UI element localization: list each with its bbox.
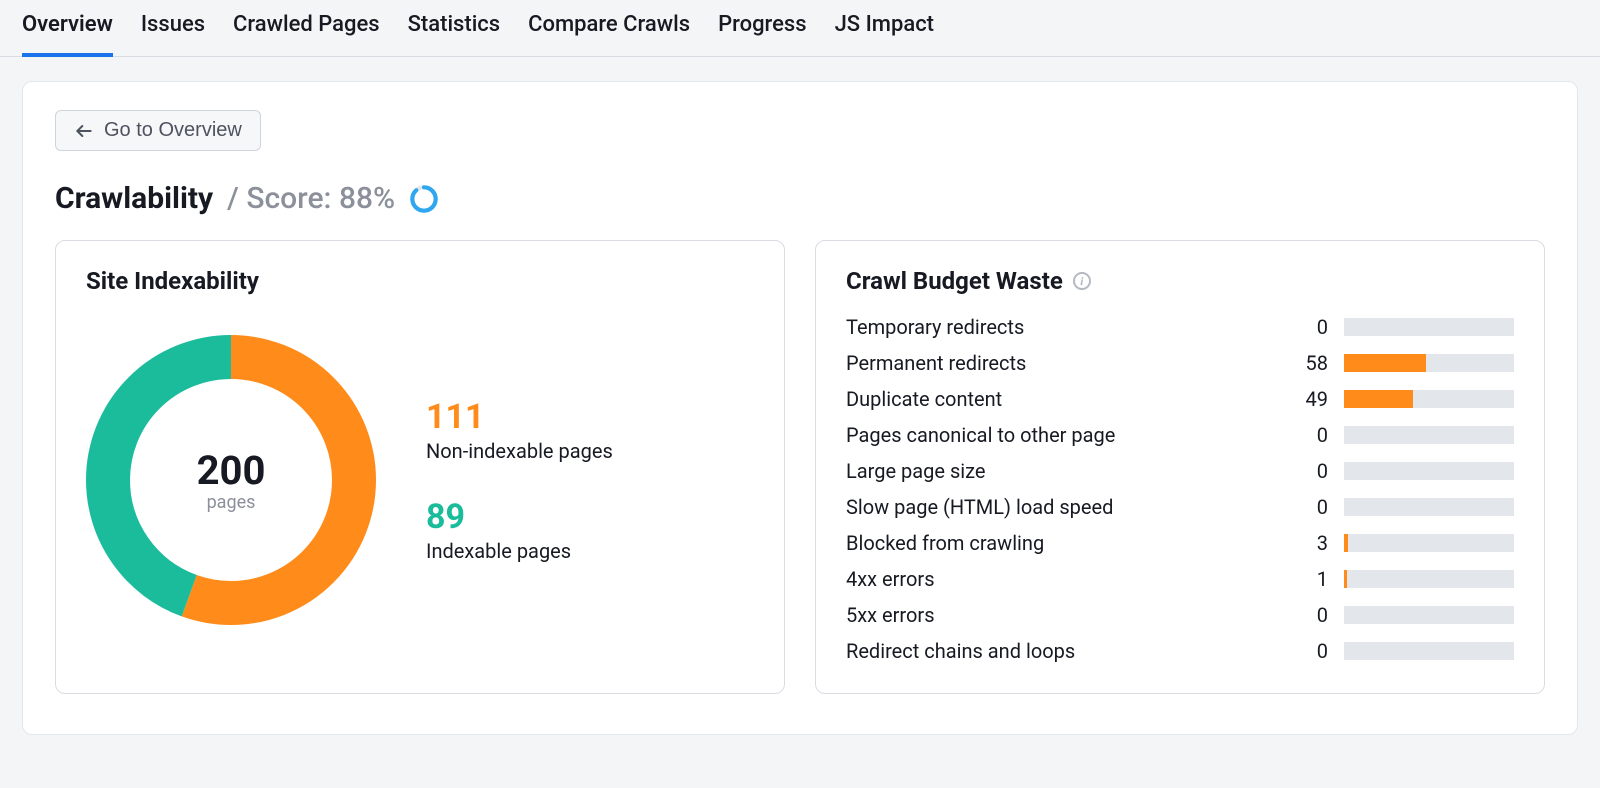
- waste-bar: [1344, 426, 1514, 444]
- waste-bar: [1344, 606, 1514, 624]
- waste-count: 49: [1288, 387, 1328, 411]
- waste-label: Redirect chains and loops: [846, 639, 1272, 663]
- waste-label: Slow page (HTML) load speed: [846, 495, 1272, 519]
- waste-bar: [1344, 318, 1514, 336]
- legend-label: Indexable pages: [426, 539, 613, 563]
- page-title-row: Crawlability / Score: 88%: [55, 181, 1545, 216]
- waste-count: 1: [1288, 567, 1328, 591]
- waste-row[interactable]: Redirect chains and loops 0: [846, 639, 1514, 663]
- waste-bar-fill: [1344, 390, 1413, 408]
- waste-bar: [1344, 534, 1514, 552]
- waste-count: 3: [1288, 531, 1328, 555]
- waste-count: 58: [1288, 351, 1328, 375]
- crawl-budget-title: Crawl Budget Waste i: [846, 267, 1514, 295]
- waste-count: 0: [1288, 639, 1328, 663]
- waste-row[interactable]: 4xx errors 1: [846, 567, 1514, 591]
- waste-label: Large page size: [846, 459, 1272, 483]
- legend-value: 111: [426, 397, 613, 437]
- waste-count: 0: [1288, 495, 1328, 519]
- waste-label: 4xx errors: [846, 567, 1272, 591]
- crawl-budget-rows: Temporary redirects 0 Permanent redirects 5…: [846, 315, 1514, 663]
- waste-count: 0: [1288, 603, 1328, 627]
- crawl-budget-panel: Crawl Budget Waste i Temporary redirects…: [815, 240, 1545, 694]
- donut-center: 200 pages: [86, 335, 376, 625]
- indexability-donut: 200 pages: [86, 335, 376, 625]
- panels-row: Site Indexability 200 pages 111Non-index…: [55, 240, 1545, 694]
- waste-count: 0: [1288, 423, 1328, 447]
- tabs-nav: Overview Issues Crawled Pages Statistics Com…: [0, 0, 1600, 57]
- site-indexability-title: Site Indexability: [86, 267, 754, 295]
- waste-bar-fill: [1344, 534, 1348, 552]
- waste-label: 5xx errors: [846, 603, 1272, 627]
- waste-count: 0: [1288, 459, 1328, 483]
- tab-js-impact[interactable]: JS Impact: [835, 12, 934, 57]
- arrow-left-icon: [74, 121, 94, 141]
- page-title: Crawlability: [55, 181, 213, 216]
- indexability-legend: 111Non-indexable pages 89Indexable pages: [426, 397, 613, 563]
- main-card: Go to Overview Crawlability / Score: 88%…: [22, 81, 1578, 735]
- waste-bar: [1344, 498, 1514, 516]
- indexability-body: 200 pages 111Non-indexable pages 89Indexa…: [86, 315, 754, 625]
- waste-label: Permanent redirects: [846, 351, 1272, 375]
- waste-row[interactable]: Blocked from crawling 3: [846, 531, 1514, 555]
- waste-row[interactable]: Temporary redirects 0: [846, 315, 1514, 339]
- waste-row[interactable]: Duplicate content 49: [846, 387, 1514, 411]
- legend-item-non_indexable[interactable]: 111Non-indexable pages: [426, 397, 613, 463]
- back-button-label: Go to Overview: [104, 119, 242, 142]
- waste-row[interactable]: Large page size 0: [846, 459, 1514, 483]
- tab-compare-crawls[interactable]: Compare Crawls: [528, 12, 690, 57]
- waste-bar-fill: [1344, 570, 1347, 588]
- legend-label: Non-indexable pages: [426, 439, 613, 463]
- waste-bar: [1344, 354, 1514, 372]
- waste-bar: [1344, 570, 1514, 588]
- waste-label: Temporary redirects: [846, 315, 1272, 339]
- waste-bar: [1344, 390, 1514, 408]
- waste-count: 0: [1288, 315, 1328, 339]
- page-content: Go to Overview Crawlability / Score: 88%…: [0, 57, 1600, 759]
- waste-row[interactable]: Pages canonical to other page 0: [846, 423, 1514, 447]
- tab-progress[interactable]: Progress: [718, 12, 807, 57]
- waste-label: Pages canonical to other page: [846, 423, 1272, 447]
- donut-total: 200: [197, 447, 266, 494]
- tab-overview[interactable]: Overview: [22, 12, 113, 57]
- back-to-overview-button[interactable]: Go to Overview: [55, 110, 261, 151]
- waste-bar-fill: [1344, 354, 1426, 372]
- tab-crawled-pages[interactable]: Crawled Pages: [233, 12, 380, 57]
- legend-value: 89: [426, 497, 613, 537]
- waste-row[interactable]: Slow page (HTML) load speed 0: [846, 495, 1514, 519]
- info-icon[interactable]: i: [1073, 272, 1091, 290]
- waste-bar: [1344, 642, 1514, 660]
- waste-bar: [1344, 462, 1514, 480]
- page-score: / Score: 88%: [227, 181, 395, 216]
- tab-statistics[interactable]: Statistics: [408, 12, 501, 57]
- score-ring-icon: [409, 184, 439, 214]
- legend-item-indexable[interactable]: 89Indexable pages: [426, 497, 613, 563]
- tab-issues[interactable]: Issues: [141, 12, 205, 57]
- site-indexability-panel: Site Indexability 200 pages 111Non-index…: [55, 240, 785, 694]
- waste-row[interactable]: Permanent redirects 58: [846, 351, 1514, 375]
- waste-label: Duplicate content: [846, 387, 1272, 411]
- donut-unit: pages: [207, 492, 256, 513]
- waste-label: Blocked from crawling: [846, 531, 1272, 555]
- waste-row[interactable]: 5xx errors 0: [846, 603, 1514, 627]
